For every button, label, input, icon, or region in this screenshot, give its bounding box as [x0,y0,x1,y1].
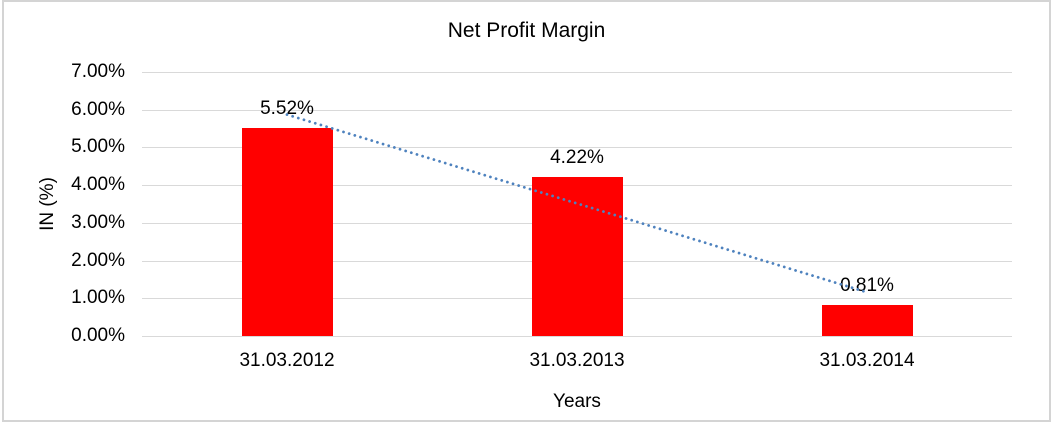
bar [532,177,623,336]
y-tick-label: 2.00% [71,250,125,271]
bar-value-label: 0.81% [840,275,894,296]
y-tick-label: 4.00% [71,174,125,195]
y-tick-label: 3.00% [71,212,125,233]
x-axis-title: Years [553,391,601,412]
bar-value-label: 4.22% [550,147,604,168]
bar [822,305,913,336]
plot-area: 5.52% 4.22% 0.81% [142,72,1012,337]
y-axis-title: IN (%) [37,177,58,231]
y-tick-label: 1.00% [71,287,125,308]
chart-title: Net Profit Margin [447,19,606,42]
bar-value-label: 5.52% [260,98,314,119]
gridline [142,147,1012,148]
x-tick-label: 31.03.2014 [819,350,915,371]
y-tick-label: 7.00% [71,61,125,82]
x-tick-label: 31.03.2013 [529,350,625,371]
x-tick-label: 31.03.2012 [239,350,335,371]
trendline [285,113,869,294]
gridline [142,110,1012,111]
y-tick-label: 0.00% [71,325,125,346]
bar [242,128,333,336]
gridline [142,72,1012,73]
y-tick-label: 6.00% [71,99,125,120]
gridline [142,336,1012,337]
y-tick-label: 5.00% [71,136,125,157]
